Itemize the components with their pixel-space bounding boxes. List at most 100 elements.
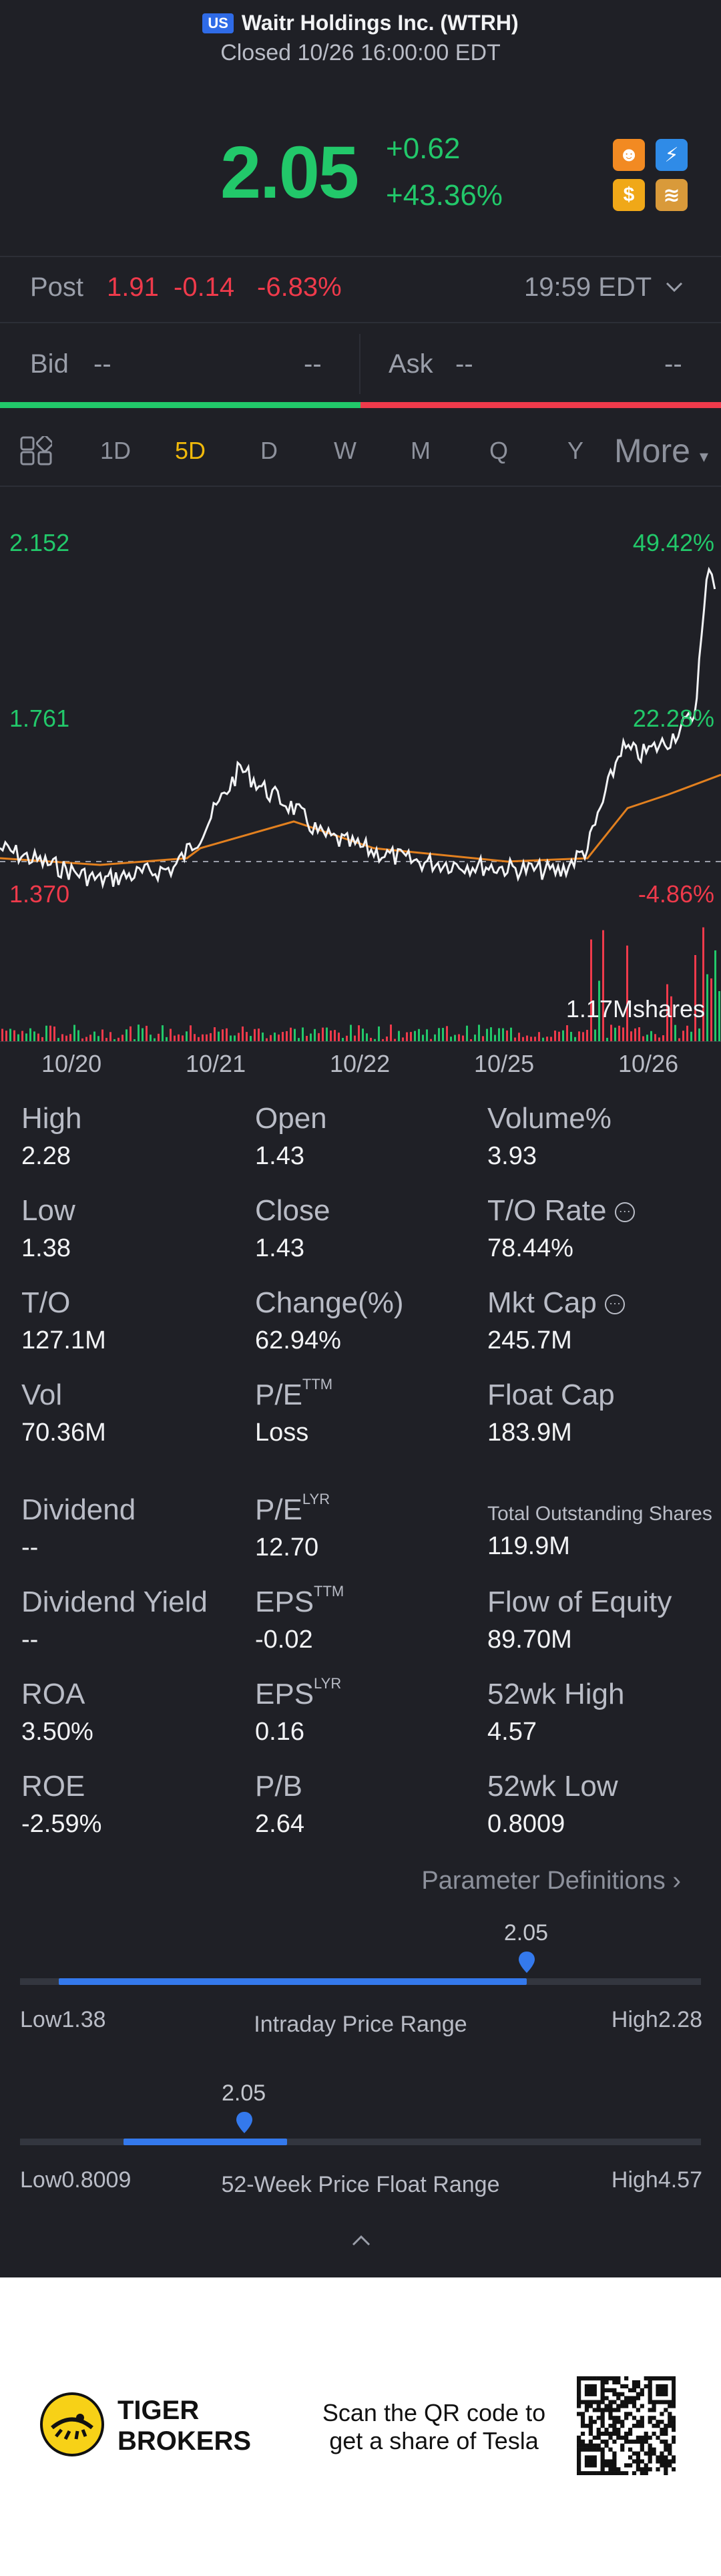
- stat-to-rate[interactable]: T/O Rate ··· 78.44%: [487, 1194, 721, 1263]
- map-pin-icon: [518, 1952, 535, 1973]
- volume-bar: [37, 1033, 39, 1042]
- volume-bar: [170, 1029, 172, 1042]
- volume-bar: [206, 1034, 208, 1042]
- volume-bar: [322, 1027, 324, 1042]
- volume-bar: [554, 1031, 556, 1042]
- more-tab[interactable]: More ▾: [614, 431, 708, 470]
- tab-d[interactable]: D: [260, 437, 278, 464]
- volume-bar: [109, 1032, 111, 1042]
- volume-bar: [646, 1035, 648, 1042]
- post-change: -0.14: [174, 272, 235, 302]
- volume-bar: [594, 1029, 596, 1042]
- volume-bar: [666, 984, 668, 1042]
- volume-bar: [342, 1038, 344, 1042]
- info-icon[interactable]: ···: [605, 1294, 626, 1315]
- volume-bar: [418, 1029, 420, 1042]
- bid-volume-bar: [0, 402, 360, 408]
- brand-name: TIGER BROKERS: [117, 2395, 251, 2456]
- volume-bar: [510, 1027, 512, 1042]
- dollar-app-icon[interactable]: $: [613, 179, 645, 211]
- volume-bar: [710, 978, 712, 1042]
- volume-bar: [454, 1035, 456, 1042]
- cat-app-icon[interactable]: ☻: [613, 139, 645, 171]
- volume-bar: [85, 1037, 87, 1042]
- volume-bar: [334, 1030, 336, 1042]
- volume-bar: [202, 1034, 204, 1042]
- volume-bar: [218, 1031, 220, 1042]
- tab-w[interactable]: W: [334, 437, 356, 464]
- volume-bar: [282, 1032, 284, 1042]
- y-axis-pct-high: 49.42%: [632, 529, 714, 556]
- parameter-definitions-link[interactable]: Parameter Definitions ›: [421, 1867, 681, 1895]
- volume-bar: [238, 1033, 240, 1042]
- volume-bar: [230, 1035, 232, 1042]
- volume-bar: [394, 1039, 396, 1042]
- volume-bar: [178, 1034, 180, 1042]
- tab-m[interactable]: M: [411, 437, 431, 464]
- volume-bar: [53, 1026, 55, 1042]
- price-change: +0.62: [386, 132, 461, 165]
- volume-bar: [254, 1029, 256, 1042]
- bid-label: Bid: [30, 349, 69, 379]
- volume-bar: [390, 1025, 392, 1042]
- caret-down-icon: ▾: [699, 446, 708, 466]
- volume-bar: [626, 945, 628, 1042]
- volume-bar: [382, 1039, 384, 1042]
- promo-footer: TIGER BROKERS Scan the QR code to get a …: [0, 2277, 721, 2576]
- stat-roa: ROA 3.50%: [21, 1678, 93, 1746]
- stack-app-icon[interactable]: ≋: [656, 179, 688, 211]
- price-chart[interactable]: 2.152 1.761 1.370 49.42% 22.28% -4.86% 1…: [0, 488, 721, 1042]
- volume-bar: [718, 990, 720, 1042]
- volume-bar: [13, 1030, 15, 1042]
- stat-pb: P/B 2.64: [255, 1770, 304, 1838]
- volume-bar: [150, 1035, 152, 1042]
- tab-q[interactable]: Q: [489, 437, 509, 464]
- bid-price: --: [93, 349, 111, 379]
- volume-bar: [142, 1028, 144, 1042]
- chevron-up-icon[interactable]: [350, 2234, 372, 2247]
- stat-high: High 2.28: [21, 1102, 82, 1170]
- volume-bar: [462, 1035, 464, 1042]
- volume-bar: [378, 1026, 380, 1042]
- volume-bar: [246, 1032, 248, 1042]
- tab-y[interactable]: Y: [567, 437, 584, 464]
- volume-bar: [678, 1038, 680, 1042]
- info-icon[interactable]: ···: [614, 1202, 635, 1223]
- stat-eps-lyr: EPSLYR 0.16: [255, 1675, 342, 1746]
- post-market-row[interactable]: Post 1.91 -0.14 -6.83% 19:59 EDT: [0, 254, 721, 321]
- date-label: 10/20: [41, 1050, 102, 1077]
- tab-1d[interactable]: 1D: [100, 437, 132, 464]
- volume-bar: [498, 1028, 500, 1042]
- volume-bar: [470, 1039, 472, 1042]
- stat-close: Close 1.43: [255, 1194, 330, 1262]
- volume-bar: [566, 1025, 568, 1042]
- volume-bar: [506, 1030, 508, 1042]
- period-tabs: 1D 5D D W M Q Y More ▾: [0, 417, 721, 484]
- volume-bar: [658, 1037, 660, 1042]
- y-axis-low: 1.370: [9, 880, 70, 908]
- volume-bar: [366, 1033, 368, 1042]
- tab-5d[interactable]: 5D: [175, 437, 206, 464]
- volume-bar: [210, 1033, 212, 1042]
- volume-bar: [162, 1025, 164, 1042]
- volume-bar: [122, 1035, 124, 1042]
- chart-layout-icon[interactable]: [20, 436, 52, 466]
- volume-bar: [214, 1027, 216, 1042]
- date-label: 10/25: [474, 1050, 535, 1077]
- stat-mkt-cap[interactable]: Mkt Cap ··· 245.7M: [487, 1286, 721, 1355]
- volume-bar: [494, 1035, 496, 1042]
- ask-volume-bar: [360, 402, 721, 408]
- volume-bar: [618, 1025, 620, 1042]
- price-line: [0, 566, 716, 890]
- volume-bar: [670, 996, 672, 1042]
- volume-bar: [682, 1031, 684, 1042]
- volume-bar: [698, 1028, 700, 1042]
- volume-bar: [234, 1035, 236, 1042]
- date-label: 10/26: [618, 1050, 679, 1077]
- stat-total-shares: Total Outstanding Shares 119.9M: [487, 1503, 712, 1560]
- volume-bar: [706, 974, 708, 1042]
- lightning-app-icon[interactable]: ⚡: [656, 139, 688, 171]
- volume-bars: [1, 927, 720, 1042]
- brand-line-1: TIGER: [117, 2396, 200, 2425]
- volume-bar: [49, 1025, 51, 1042]
